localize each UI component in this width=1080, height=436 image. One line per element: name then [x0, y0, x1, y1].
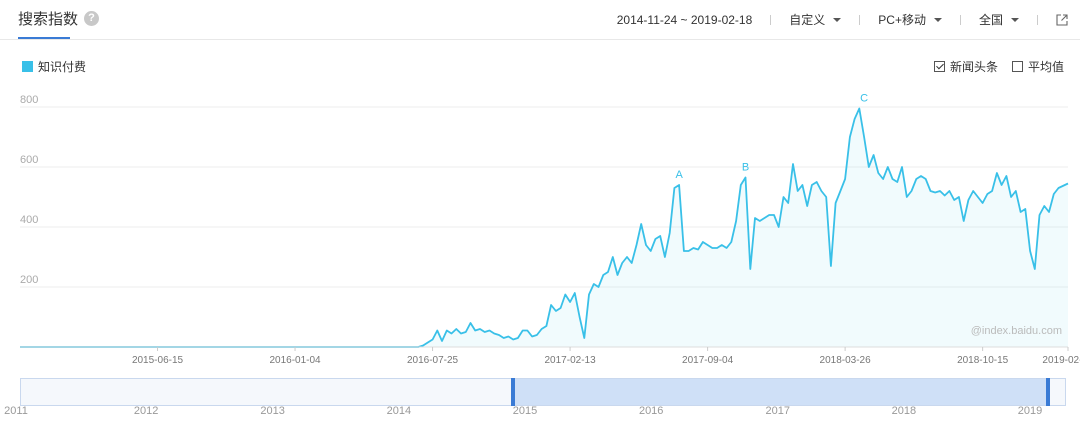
divider [859, 14, 861, 25]
share-icon[interactable] [1056, 13, 1068, 26]
divider [1037, 14, 1038, 25]
custom-dropdown[interactable]: 自定义 [789, 11, 842, 28]
time-navigator[interactable] [20, 378, 1066, 406]
chart-legend[interactable]: 知识付费 [22, 58, 86, 75]
series-line [20, 107, 1069, 348]
region-dropdown-label: 全国 [978, 13, 1003, 27]
custom-dropdown-label: 自定义 [789, 13, 826, 27]
news-toggle[interactable]: 新闻头条 [933, 58, 998, 75]
navigator-left-handle[interactable] [510, 378, 515, 406]
title-underline [18, 37, 70, 39]
chevron-down-icon [933, 17, 942, 22]
y-tick-label: 400 [20, 214, 38, 226]
navigator-year-label: 2015 [512, 405, 538, 417]
news-checkbox[interactable] [933, 61, 945, 72]
series-area [20, 108, 1068, 347]
navigator-selection[interactable] [512, 379, 1048, 405]
navigator-years: 2011 2012 2013 2014 2015 2016 2017 2018 2019 [0, 405, 1080, 425]
legend-swatch [22, 61, 33, 72]
date-range-text: 2014-11-24 ~ 2019-02-18 [616, 12, 753, 27]
navigator-year-label: 2016 [638, 405, 664, 417]
navigator-right-handle[interactable] [1045, 378, 1050, 406]
y-tick-label: 200 [20, 274, 38, 286]
legend-label: 知识付费 [38, 60, 87, 74]
header: 搜索指数 ? 2014-11-24 ~ 2019-02-18 自定义 PC+移动… [0, 0, 1080, 40]
average-label: 平均值 [1027, 60, 1064, 74]
device-dropdown-label: PC+移动 [878, 13, 926, 27]
divider [959, 14, 961, 25]
region-dropdown[interactable]: 全国 [979, 11, 1019, 28]
help-icon[interactable]: ? [84, 11, 100, 26]
annotation-label: A [675, 169, 683, 181]
chevron-down-icon [833, 17, 842, 22]
watermark: @index.baidu.com [970, 325, 1062, 337]
navigator-year-label: 2012 [133, 405, 159, 417]
x-tick-label: 2017-09-04 [682, 355, 734, 366]
navigator-year-label: 2017 [765, 405, 790, 417]
x-tick-label: 2016-01-04 [269, 355, 321, 366]
average-checkbox[interactable] [1011, 61, 1023, 72]
date-range[interactable]: 2014-11-24 ~ 2019-02-18 [617, 13, 753, 27]
chevron-down-icon [1011, 17, 1019, 22]
page-title: 搜索指数 ? [18, 8, 100, 29]
y-tick-label: 800 [20, 94, 38, 106]
annotation-label: B [742, 162, 749, 174]
line-chart: 200 400 600 800 2015-06-15 2016-01-04 2016-07-… [20, 93, 1080, 366]
x-tick-label: 2016-07-25 [407, 355, 459, 366]
x-tick-label: 2018-03-26 [820, 355, 872, 366]
navigator-year-label: 2011 [4, 405, 28, 417]
x-tick-label: 2019-02-18 [1042, 355, 1080, 366]
device-dropdown[interactable]: PC+移动 [878, 11, 942, 28]
annotation-label: C [860, 93, 868, 105]
y-tick-label: 600 [20, 154, 38, 166]
navigator-year-label: 2014 [386, 405, 412, 417]
news-label: 新闻头条 [949, 60, 998, 74]
page-title-text: 搜索指数 [18, 11, 79, 28]
filter-controls: 2014-11-24 ~ 2019-02-18 自定义 PC+移动 全国 [617, 11, 1068, 28]
x-tick-label: 2018-10-15 [957, 355, 1009, 366]
x-tick-label: 2015-06-15 [132, 355, 184, 366]
navigator-year-label: 2019 [1017, 405, 1043, 417]
navigator-year-label: 2013 [260, 405, 285, 417]
divider [770, 14, 772, 25]
navigator-year-label: 2018 [891, 405, 917, 417]
x-tick-label: 2017-02-13 [545, 355, 597, 366]
chart-options: 新闻头条 平均值 [920, 58, 1064, 75]
average-toggle[interactable]: 平均值 [1011, 58, 1064, 75]
